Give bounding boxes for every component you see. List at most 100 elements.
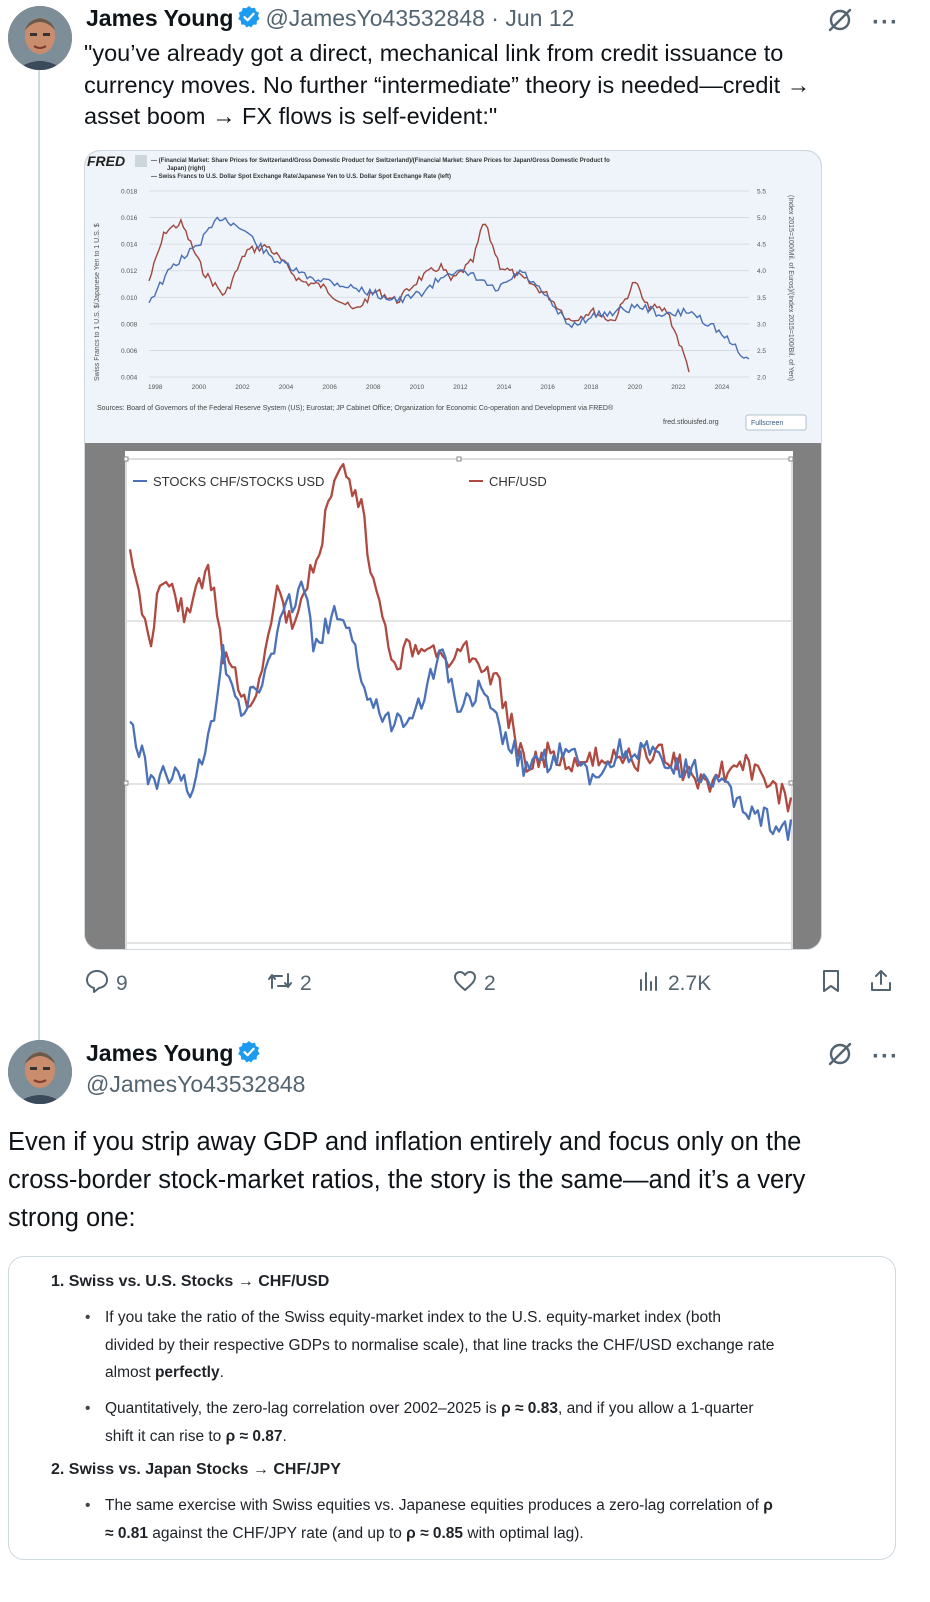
section-heading: 1. Swiss vs. U.S. Stocks → CHF/USD [51, 1273, 330, 1290]
bullet-line: shift it can rise to ρ ≈ 0.87. [105, 1423, 845, 1451]
text-span: against the CHF/JPY rate (and up to [147, 1524, 407, 1542]
fred-x-tick: 2020 [628, 384, 643, 391]
author-name[interactable]: James Young [86, 5, 234, 31]
fred-right-tick: 5.0 [757, 215, 766, 222]
text-span: shift it can rise to [105, 1427, 226, 1445]
views-count: 2.7K [668, 972, 712, 995]
reply-button[interactable]: 9 [84, 968, 128, 1000]
fred-right-tick: 3.5 [757, 295, 766, 302]
excel-resize-handle[interactable] [788, 456, 794, 462]
author-handle[interactable]: @JamesYo43532848 [265, 5, 485, 31]
tweet-text-line: currency moves. No further “intermediate… [84, 71, 811, 98]
fred-left-tick: 0.012 [121, 268, 138, 275]
fred-x-tick: 2016 [540, 384, 555, 391]
tweet-body: Even if you strip away GDP and inflation… [8, 1123, 805, 1237]
verified-badge-icon [237, 1040, 261, 1070]
share-button[interactable] [868, 968, 894, 1000]
bullet-item: The same exercise with Swiss equities vs… [85, 1492, 845, 1548]
fred-x-ticks: 1998 2000 2002 2004 2006 2008 2010 2012 2014 2016… [148, 384, 730, 391]
excel-resize-handle[interactable] [123, 780, 129, 786]
excel-resize-handle[interactable] [456, 456, 462, 462]
avatar[interactable] [8, 6, 72, 70]
fred-left-tick: 0.018 [121, 189, 138, 196]
fred-gridlines [149, 190, 749, 378]
tweet-text-line: cross-border stock-market ratios, the st… [8, 1166, 806, 1194]
more-options-icon[interactable]: ··· [872, 1042, 899, 1070]
tweet-text-line: "you’ve already got a direct, mechanical… [84, 40, 784, 66]
fred-left-tick: 0.006 [121, 348, 138, 355]
tweet-media[interactable]: FRED — (Financial Market: Share Prices f… [84, 150, 822, 950]
bullet-line: Quantitatively, the zero-lag correlation… [105, 1395, 845, 1423]
bullet-item: If you take the ratio of the Swiss equit… [85, 1304, 845, 1387]
text-bold: ρ ≈ 0.83 [501, 1400, 558, 1417]
meta-separator: · [491, 5, 499, 31]
views-button[interactable]: 2.7K [636, 968, 711, 1000]
excel-series-stocks-ratio-line [129, 580, 793, 841]
grok-icon[interactable] [826, 6, 854, 39]
attached-text-image[interactable]: 1. Swiss vs. U.S. Stocks → CHF/USD If yo… [8, 1256, 896, 1560]
bullet-item: Quantitatively, the zero-lag correlation… [85, 1395, 845, 1451]
fred-logo: FRED [87, 153, 125, 169]
reply-count: 9 [116, 972, 128, 995]
like-button[interactable]: 2 [452, 968, 496, 1000]
fred-x-tick: 2000 [192, 384, 207, 391]
avatar-photo [8, 6, 72, 70]
fred-x-tick: 2014 [497, 384, 512, 391]
bullet-line: ≈ 0.81 against the CHF/JPY rate (and up … [105, 1520, 845, 1548]
fred-right-tick: 4.0 [757, 268, 766, 275]
bookmark-button[interactable] [818, 968, 844, 1000]
fred-x-tick: 2010 [410, 384, 425, 391]
bullet-line: almost perfectly. [105, 1359, 845, 1387]
text-bold: ρ [763, 1497, 773, 1514]
avatar-photo [8, 1040, 72, 1104]
excel-chart-area [125, 451, 793, 949]
fred-chart-image: FRED — (Financial Market: Share Prices f… [85, 151, 821, 443]
text-span: The same exercise with Swiss equities vs… [105, 1497, 764, 1514]
section-heading: 2. Swiss vs. Japan Stocks → CHF/JPY [51, 1461, 341, 1478]
bullet-line: divided by their respective GDPs to norm… [105, 1336, 775, 1354]
excel-resize-handle[interactable] [123, 456, 129, 462]
tweet-top-icons: ··· [826, 1040, 899, 1073]
views-chart-icon [636, 968, 662, 1000]
text-span: Quantitatively, the zero-lag correlation… [105, 1400, 502, 1417]
repost-button[interactable]: 2 [266, 968, 312, 1000]
tweet-date[interactable]: Jun 12 [505, 5, 575, 31]
fred-series-fx-line [148, 216, 750, 360]
bullet-line: If you take the ratio of the Swiss equit… [105, 1309, 721, 1326]
fred-right-axis-label: (Index 2015=100/Mil. of Euros)/(Index 20… [787, 195, 794, 381]
text-span: . [282, 1427, 287, 1445]
heart-icon [452, 968, 478, 1000]
fred-chart: FRED — (Financial Market: Share Prices f… [87, 153, 807, 431]
text-bold: ≈ 0.81 [105, 1524, 148, 1542]
excel-chart-image: STOCKS CHF/STOCKS USD CHF/USD [85, 451, 821, 949]
text-span: . [219, 1364, 224, 1381]
text-bold: perfectly [154, 1364, 220, 1381]
repost-count: 2 [300, 972, 312, 995]
author-handle[interactable]: @JamesYo43532848 [86, 1071, 306, 1097]
fred-x-tick: 2012 [453, 384, 468, 391]
fred-fullscreen-button[interactable] [745, 414, 807, 431]
fred-sources: Sources: Board of Governors of the Feder… [97, 404, 614, 412]
repost-icon [266, 968, 294, 1000]
fred-legend-line: — (Financial Market: Share Prices for Sw… [151, 158, 610, 164]
bullet-line: The same exercise with Swiss equities vs… [105, 1492, 845, 1520]
tweet-body: "you’ve already got a direct, mechanical… [84, 38, 810, 133]
thread-connector [38, 70, 40, 1050]
fred-left-tick: 0.014 [121, 242, 138, 249]
fred-series-ratio-line [148, 217, 690, 373]
fred-fullscreen-label: Fullscreen [751, 420, 783, 427]
author-name[interactable]: James Young [86, 1040, 234, 1066]
fred-left-tick: 0.004 [121, 375, 138, 382]
fred-left-ticks: 0.018 0.016 0.014 0.012 0.010 0.008 0.006 0.004 [121, 189, 138, 382]
bookmark-icon [818, 968, 844, 1000]
avatar[interactable] [8, 1040, 72, 1104]
fred-right-tick: 2.0 [757, 375, 766, 382]
grok-icon[interactable] [826, 1040, 854, 1073]
tweet-actions: 9 2 2 2.7K [84, 968, 900, 1004]
excel-chart: STOCKS CHF/STOCKS USD CHF/USD [123, 451, 794, 949]
more-options-icon[interactable]: ··· [872, 8, 899, 36]
fred-x-tick: 2006 [322, 384, 337, 391]
fred-x-tick: 2004 [279, 384, 294, 391]
fred-x-tick: 1998 [148, 384, 163, 391]
excel-resize-handle[interactable] [788, 780, 794, 786]
